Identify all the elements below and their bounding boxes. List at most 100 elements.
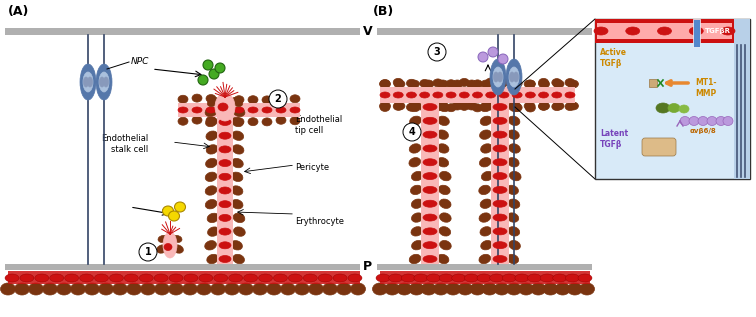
Ellipse shape: [233, 107, 245, 117]
Ellipse shape: [154, 283, 169, 295]
Text: Endothelial
tip cell: Endothelial tip cell: [295, 115, 342, 135]
Ellipse shape: [438, 102, 450, 112]
Ellipse shape: [495, 102, 507, 110]
Ellipse shape: [380, 80, 391, 88]
Ellipse shape: [20, 274, 34, 282]
Ellipse shape: [594, 27, 608, 35]
Ellipse shape: [232, 145, 244, 154]
Ellipse shape: [553, 102, 564, 110]
Ellipse shape: [472, 80, 482, 88]
Ellipse shape: [35, 274, 49, 282]
Bar: [595, 19, 734, 43]
Ellipse shape: [568, 80, 578, 88]
Ellipse shape: [248, 118, 258, 126]
Ellipse shape: [219, 201, 231, 208]
Ellipse shape: [493, 117, 507, 124]
Ellipse shape: [178, 95, 188, 103]
Text: (A): (A): [8, 5, 29, 18]
Ellipse shape: [477, 274, 491, 282]
Ellipse shape: [203, 60, 213, 70]
Ellipse shape: [555, 283, 570, 295]
Ellipse shape: [323, 283, 337, 295]
Ellipse shape: [426, 274, 441, 282]
Ellipse shape: [276, 107, 286, 113]
Ellipse shape: [433, 92, 443, 98]
Ellipse shape: [525, 80, 535, 88]
Ellipse shape: [409, 158, 420, 167]
Ellipse shape: [553, 80, 564, 88]
Ellipse shape: [243, 274, 258, 282]
Bar: [597, 23, 732, 39]
Ellipse shape: [253, 283, 268, 295]
Ellipse shape: [394, 80, 405, 88]
Ellipse shape: [225, 283, 240, 295]
Text: Pericyte: Pericyte: [295, 163, 329, 171]
Ellipse shape: [494, 72, 498, 82]
Ellipse shape: [472, 92, 482, 98]
Ellipse shape: [42, 283, 57, 295]
Ellipse shape: [276, 116, 286, 124]
Ellipse shape: [452, 80, 463, 88]
Ellipse shape: [510, 171, 521, 181]
Ellipse shape: [423, 186, 437, 193]
Ellipse shape: [495, 80, 507, 88]
Ellipse shape: [163, 232, 177, 258]
Ellipse shape: [508, 227, 519, 236]
Ellipse shape: [658, 27, 671, 35]
Ellipse shape: [411, 185, 422, 195]
Ellipse shape: [481, 102, 491, 110]
Ellipse shape: [437, 254, 449, 264]
Bar: [377, 264, 592, 270]
Ellipse shape: [479, 185, 491, 195]
Ellipse shape: [219, 146, 231, 153]
Ellipse shape: [438, 80, 448, 88]
Ellipse shape: [493, 159, 507, 166]
Ellipse shape: [172, 245, 184, 253]
Ellipse shape: [439, 213, 451, 222]
Ellipse shape: [411, 227, 423, 236]
Ellipse shape: [493, 145, 507, 152]
Bar: [649, 79, 657, 87]
Bar: [693, 19, 700, 47]
Ellipse shape: [531, 283, 546, 295]
Ellipse shape: [472, 104, 482, 112]
Ellipse shape: [433, 79, 443, 87]
Text: 4: 4: [409, 127, 415, 137]
Ellipse shape: [178, 117, 188, 125]
Ellipse shape: [509, 67, 519, 87]
Ellipse shape: [409, 254, 421, 264]
Ellipse shape: [219, 242, 231, 249]
Ellipse shape: [210, 283, 225, 295]
Ellipse shape: [238, 283, 253, 295]
Ellipse shape: [209, 69, 219, 79]
Ellipse shape: [515, 274, 529, 282]
Bar: [595, 19, 750, 179]
Ellipse shape: [333, 274, 347, 282]
Ellipse shape: [423, 145, 437, 152]
Ellipse shape: [295, 283, 309, 295]
Ellipse shape: [423, 228, 437, 235]
Bar: [8, 271, 360, 284]
Ellipse shape: [679, 105, 689, 113]
Ellipse shape: [380, 103, 390, 112]
Circle shape: [403, 123, 421, 141]
Ellipse shape: [446, 80, 456, 88]
Ellipse shape: [490, 274, 503, 282]
Ellipse shape: [220, 117, 230, 125]
Ellipse shape: [233, 254, 244, 264]
Ellipse shape: [497, 72, 503, 82]
Ellipse shape: [206, 158, 217, 168]
Ellipse shape: [409, 144, 421, 153]
Ellipse shape: [552, 92, 562, 98]
Ellipse shape: [215, 63, 225, 73]
Bar: [5, 264, 360, 270]
Ellipse shape: [438, 102, 448, 110]
Ellipse shape: [466, 102, 477, 110]
Text: V: V: [363, 25, 373, 38]
Ellipse shape: [553, 274, 567, 282]
Ellipse shape: [410, 102, 422, 112]
Ellipse shape: [485, 78, 496, 86]
Ellipse shape: [460, 102, 469, 110]
Ellipse shape: [198, 75, 208, 85]
Ellipse shape: [248, 107, 258, 113]
